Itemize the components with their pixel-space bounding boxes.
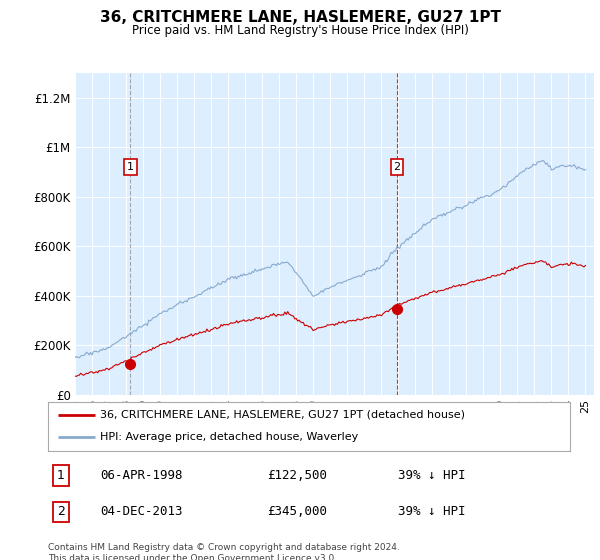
Text: £345,000: £345,000 — [267, 505, 327, 519]
Text: 04-DEC-2013: 04-DEC-2013 — [100, 505, 182, 519]
Text: 36, CRITCHMERE LANE, HASLEMERE, GU27 1PT (detached house): 36, CRITCHMERE LANE, HASLEMERE, GU27 1PT… — [100, 410, 465, 420]
Text: 36, CRITCHMERE LANE, HASLEMERE, GU27 1PT: 36, CRITCHMERE LANE, HASLEMERE, GU27 1PT — [100, 10, 500, 25]
Text: 1: 1 — [57, 469, 65, 482]
Text: 2: 2 — [394, 162, 400, 172]
Text: 39% ↓ HPI: 39% ↓ HPI — [398, 505, 465, 519]
Text: HPI: Average price, detached house, Waverley: HPI: Average price, detached house, Wave… — [100, 432, 358, 442]
Text: £122,500: £122,500 — [267, 469, 327, 482]
Text: 2: 2 — [57, 505, 65, 519]
Text: 1: 1 — [127, 162, 134, 172]
Text: 06-APR-1998: 06-APR-1998 — [100, 469, 182, 482]
Text: Price paid vs. HM Land Registry's House Price Index (HPI): Price paid vs. HM Land Registry's House … — [131, 24, 469, 37]
Text: Contains HM Land Registry data © Crown copyright and database right 2024.
This d: Contains HM Land Registry data © Crown c… — [48, 543, 400, 560]
Text: 39% ↓ HPI: 39% ↓ HPI — [398, 469, 465, 482]
